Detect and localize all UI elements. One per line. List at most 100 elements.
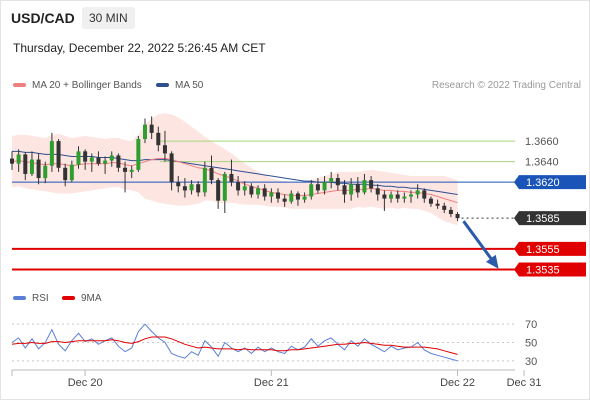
candle-body bbox=[176, 182, 181, 187]
candle bbox=[428, 196, 433, 207]
candle bbox=[23, 152, 28, 181]
candle bbox=[315, 178, 320, 194]
candle bbox=[375, 184, 380, 201]
candle-body bbox=[69, 164, 74, 181]
candle-body bbox=[455, 214, 460, 219]
candle bbox=[249, 183, 254, 198]
candle-body bbox=[242, 186, 247, 191]
candle bbox=[276, 188, 280, 203]
candle bbox=[196, 181, 201, 197]
candle bbox=[63, 163, 68, 187]
candle-body bbox=[43, 165, 48, 179]
candle-body bbox=[182, 186, 187, 191]
candle bbox=[302, 192, 307, 203]
legend-ma50: MA 50 bbox=[156, 80, 203, 91]
candle bbox=[342, 180, 347, 203]
time-label: Dec 22 bbox=[440, 377, 475, 389]
price-tag-bg bbox=[514, 175, 586, 190]
candle bbox=[402, 192, 407, 203]
candle bbox=[289, 190, 294, 204]
candle bbox=[335, 173, 340, 191]
candle-body bbox=[222, 173, 227, 201]
candle bbox=[442, 202, 447, 213]
candle-body bbox=[56, 141, 61, 168]
candle-body bbox=[123, 167, 128, 172]
candle bbox=[242, 181, 247, 196]
candle-body bbox=[16, 154, 21, 164]
candle-body bbox=[322, 182, 327, 191]
candle-body bbox=[202, 167, 207, 193]
candle bbox=[176, 176, 181, 193]
candle bbox=[109, 151, 114, 167]
candle bbox=[182, 178, 187, 198]
candle-body bbox=[409, 194, 413, 197]
time-label: Dec 31 bbox=[507, 377, 542, 389]
candle-body bbox=[315, 184, 320, 191]
candle-body bbox=[109, 155, 114, 161]
candle-body bbox=[162, 145, 167, 154]
legend-ma20: MA 20 + Bollinger Bands bbox=[13, 80, 142, 91]
candle-body bbox=[89, 157, 94, 162]
candle bbox=[209, 155, 214, 185]
candle bbox=[448, 206, 453, 218]
candle bbox=[262, 184, 267, 201]
candle bbox=[129, 165, 134, 179]
candle bbox=[389, 191, 394, 203]
candle-body bbox=[428, 198, 433, 204]
candle bbox=[16, 149, 21, 172]
candle-body bbox=[129, 169, 134, 172]
candle bbox=[415, 184, 420, 199]
candle bbox=[256, 185, 261, 199]
ma20-line bbox=[11, 158, 458, 204]
rsi-tick-30: 30 bbox=[525, 356, 537, 368]
candle bbox=[123, 161, 128, 193]
candle-body bbox=[23, 154, 28, 174]
candle-body bbox=[229, 173, 234, 183]
candle-body bbox=[236, 182, 241, 191]
rsi-label: RSI bbox=[32, 293, 49, 304]
candle bbox=[395, 190, 400, 203]
candle-body bbox=[136, 139, 141, 170]
candle bbox=[202, 161, 207, 197]
candle bbox=[355, 177, 360, 198]
candle bbox=[29, 151, 34, 176]
candle bbox=[236, 176, 241, 196]
candle bbox=[282, 194, 287, 207]
candle-body bbox=[355, 184, 360, 193]
candle bbox=[362, 173, 367, 195]
candle bbox=[162, 130, 167, 162]
price-tag-text: 1.3555 bbox=[526, 244, 560, 256]
candle-body bbox=[422, 190, 427, 199]
candle bbox=[369, 176, 374, 193]
candle-body bbox=[269, 192, 274, 197]
candle bbox=[269, 188, 274, 203]
candle bbox=[435, 199, 440, 209]
candle bbox=[49, 132, 54, 172]
candle-body bbox=[375, 188, 380, 195]
candle-body bbox=[389, 194, 394, 199]
candle-body bbox=[83, 151, 88, 162]
legend-9ma: 9MA bbox=[62, 293, 102, 304]
legend-rsi: RSI bbox=[13, 293, 49, 304]
candle-body bbox=[342, 185, 347, 195]
candle-body bbox=[256, 188, 261, 195]
candle bbox=[83, 149, 88, 170]
candle bbox=[76, 146, 81, 169]
symbol-title: USD/CAD bbox=[11, 10, 75, 26]
candle-body bbox=[329, 178, 334, 183]
ma20-swatch bbox=[13, 83, 26, 88]
timeframe-button[interactable]: 30 MIN bbox=[82, 7, 135, 29]
candle bbox=[143, 118, 147, 144]
candle-body bbox=[362, 180, 367, 193]
candle bbox=[229, 159, 234, 187]
candlesticks bbox=[10, 116, 460, 222]
candle-body bbox=[216, 180, 221, 201]
candle-body bbox=[29, 159, 34, 174]
time-label: Dec 21 bbox=[254, 377, 289, 389]
candle-body bbox=[10, 158, 14, 164]
price-tag-1-3585: 1.3585 bbox=[514, 211, 586, 226]
candle bbox=[322, 176, 327, 195]
candle bbox=[222, 171, 227, 213]
price-tag-text: 1.3585 bbox=[526, 213, 560, 225]
candle bbox=[295, 191, 300, 206]
